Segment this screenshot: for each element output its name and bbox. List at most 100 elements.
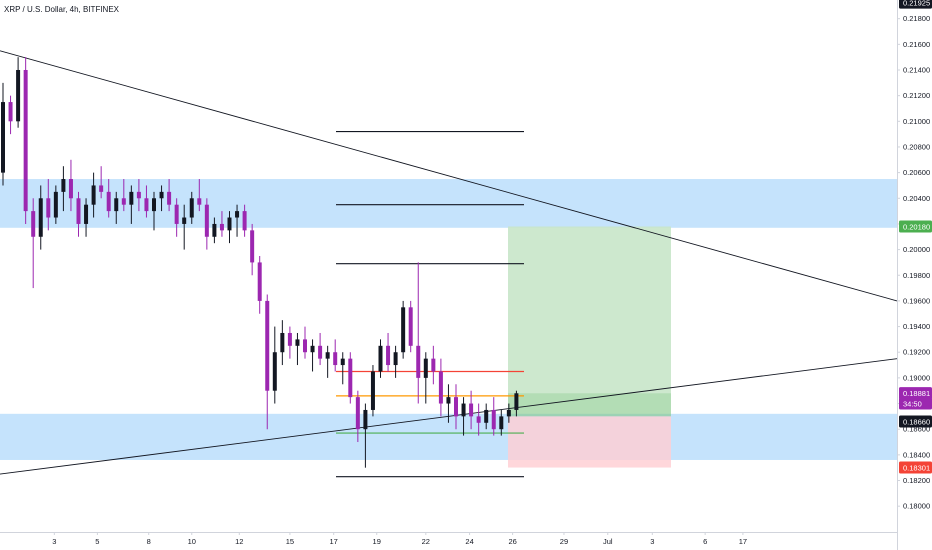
candle [454, 384, 458, 430]
candle-body [31, 211, 36, 237]
candle-body [242, 211, 247, 231]
candle-body [446, 397, 451, 404]
candle [159, 185, 164, 212]
candle [204, 198, 209, 250]
candle [197, 179, 202, 212]
y-tick-label: 0.18200 [903, 476, 930, 485]
x-tick-label: 12 [235, 537, 243, 546]
candle [46, 179, 51, 231]
x-tick-label: 3 [650, 537, 654, 546]
candle-body [386, 345, 391, 366]
chart-title: XRP / U.S. Dollar, 4h, BITFINEX [4, 5, 120, 14]
y-tick-label: 0.20800 [903, 142, 930, 151]
candle [121, 179, 126, 212]
candle [219, 211, 224, 237]
candle [144, 185, 149, 218]
candle [174, 198, 179, 237]
candle [235, 204, 240, 237]
candle-body [303, 339, 307, 353]
price-tag: 0.21925 [899, 0, 932, 9]
candle-body [1, 102, 5, 173]
price-tag-bg [899, 0, 932, 9]
candle-body [476, 416, 481, 423]
candle [280, 320, 285, 366]
x-tick-label: 17 [330, 537, 338, 546]
candle-body [325, 352, 330, 359]
candle-body [227, 217, 232, 231]
candle-body [438, 371, 443, 404]
candle-body [287, 332, 292, 346]
price-tag: 0.18660 [899, 415, 932, 428]
x-tick-label: 5 [95, 537, 99, 546]
candle-body [257, 262, 262, 301]
candle-body [46, 198, 51, 218]
horizontal-levels [336, 130, 524, 478]
candle-body [167, 191, 172, 205]
candle-body [144, 198, 149, 212]
y-tick-label: 0.20000 [903, 245, 930, 254]
candle [227, 211, 232, 244]
candle-body [393, 352, 398, 366]
candle [378, 339, 383, 378]
x-tick-label: 6 [703, 537, 707, 546]
x-tick-label: 15 [286, 537, 294, 546]
candle-body [212, 223, 217, 237]
y-tick-label: 0.21600 [903, 40, 930, 49]
candle [401, 300, 406, 359]
price-tag-label: 0.20180 [903, 223, 930, 232]
price-tag-label: 0.18660 [903, 418, 930, 427]
price-tag-label: 0.18301 [903, 464, 930, 473]
candle [136, 179, 141, 212]
candle [272, 326, 277, 404]
price-tag: 0.18301 [899, 461, 932, 474]
candle [16, 57, 21, 128]
candle [250, 223, 255, 276]
time-axis-labels: 3 5 8 10 12 15 17 19 22 24 26 29 Jul 3 6 17 [52, 532, 747, 546]
y-tick-label: 0.19000 [903, 373, 930, 382]
y-tick-label: 0.21200 [903, 91, 930, 100]
candle-body [348, 358, 353, 398]
price-tag-label: 0.21925 [903, 0, 930, 8]
zone-0 [0, 179, 897, 228]
candle-body [280, 332, 285, 353]
candle-body [250, 230, 255, 263]
x-tick-label: 8 [147, 537, 151, 546]
candle-body [491, 409, 496, 430]
candle-body [431, 358, 436, 372]
candle-body [423, 358, 428, 378]
candle-body [84, 204, 89, 224]
candle-body [23, 69, 28, 212]
candle [152, 191, 156, 231]
x-tick-label: 29 [560, 537, 568, 546]
candle [91, 172, 96, 218]
candle-body [499, 416, 504, 430]
candle [340, 352, 345, 385]
candle [265, 294, 270, 430]
candle-body [506, 409, 511, 417]
candle [303, 326, 307, 359]
x-tick-label: 10 [188, 537, 196, 546]
candle-body [61, 179, 66, 192]
candle [287, 326, 292, 359]
candle-body [91, 185, 96, 205]
candle [212, 217, 217, 244]
price-tag-bg [899, 415, 932, 428]
y-tick-label: 0.19200 [903, 348, 930, 357]
candle-body [272, 352, 277, 391]
candle-body [197, 198, 202, 205]
candle-body [8, 102, 13, 122]
candle [438, 358, 443, 417]
candle [499, 409, 504, 436]
candle-body [136, 191, 141, 199]
price-tag: 0.18881 [899, 387, 932, 400]
y-tick-label: 0.21400 [903, 65, 930, 74]
y-tick-label: 0.19400 [903, 322, 930, 331]
price-tag: 34:50 [899, 397, 932, 410]
candle [325, 345, 330, 378]
candle-body [363, 409, 368, 430]
loss-box [508, 416, 671, 468]
candle-body [401, 307, 406, 353]
candle-body [68, 179, 73, 199]
candle-body [204, 204, 209, 237]
